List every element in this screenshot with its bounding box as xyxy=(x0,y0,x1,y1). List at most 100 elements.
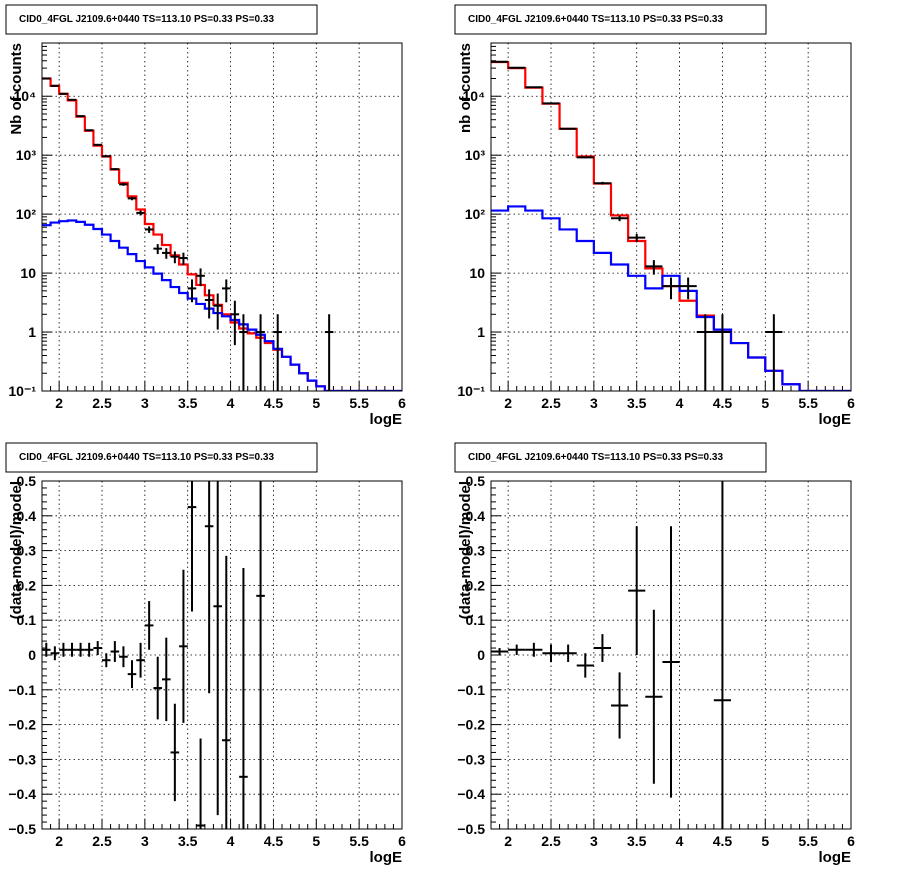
data-point xyxy=(491,648,508,655)
y-tick-label: 10³ xyxy=(16,147,37,163)
data-point xyxy=(171,251,180,263)
data-point xyxy=(68,100,77,101)
y-tick-label: 10⁻¹ xyxy=(8,383,36,399)
x-axis-title: logE xyxy=(819,849,852,866)
x-tick-label: 2 xyxy=(55,395,63,411)
y-tick-label: 10 xyxy=(469,265,485,281)
data-point xyxy=(205,481,214,693)
y-tick-label: −0.5 xyxy=(8,821,36,837)
data-point xyxy=(136,211,145,216)
data-point xyxy=(93,144,102,145)
data-point xyxy=(162,248,171,259)
data-point xyxy=(697,314,714,391)
y-tick-label: −0.4 xyxy=(457,786,485,802)
data-point xyxy=(51,646,60,660)
x-tick-label: 2.5 xyxy=(92,395,112,411)
data-point xyxy=(256,314,265,391)
data-point xyxy=(662,278,679,300)
chart-svg: CID0_4FGL J2109.6+0440 TS=113.10 PS=0.33… xyxy=(449,0,898,438)
chart-title: CID0_4FGL J2109.6+0440 TS=113.10 PS=0.33… xyxy=(19,452,274,463)
y-tick-label: 10² xyxy=(465,206,486,222)
data-point xyxy=(273,314,282,391)
data-point xyxy=(213,481,222,815)
data-point xyxy=(179,570,188,723)
data-point xyxy=(325,314,334,391)
chart-svg: CID0_4FGL J2109.6+0440 TS=113.10 PS=0.33… xyxy=(0,438,449,876)
residual-panel-fine: CID0_4FGL J2109.6+0440 TS=113.10 PS=0.33… xyxy=(0,438,449,876)
y-tick-label: −0.2 xyxy=(8,717,36,733)
plot-frame xyxy=(491,43,851,391)
chart-svg: CID0_4FGL J2109.6+0440 TS=113.10 PS=0.33… xyxy=(449,438,898,876)
data-point xyxy=(714,314,731,391)
data-point xyxy=(222,556,231,829)
x-tick-label: 6 xyxy=(398,833,406,849)
residual-panel-coarse: CID0_4FGL J2109.6+0440 TS=113.10 PS=0.33… xyxy=(449,438,898,876)
data-point xyxy=(136,643,145,678)
data-point xyxy=(85,130,94,131)
y-tick-label: −0.1 xyxy=(457,682,485,698)
x-tick-label: 4 xyxy=(676,395,684,411)
data-point xyxy=(76,116,85,117)
data-point xyxy=(128,660,137,688)
x-tick-label: 2.5 xyxy=(541,833,561,849)
model-total-line xyxy=(491,62,851,391)
model-total-line xyxy=(42,78,402,391)
data-point xyxy=(645,610,662,784)
data-point xyxy=(508,645,525,655)
x-tick-label: 6 xyxy=(847,395,855,411)
x-tick-label: 6 xyxy=(847,833,855,849)
data-point xyxy=(179,253,188,265)
x-tick-label: 3.5 xyxy=(627,395,647,411)
y-tick-label: −0.2 xyxy=(457,717,485,733)
x-tick-label: 5.5 xyxy=(798,395,818,411)
y-tick-label: −0.3 xyxy=(457,751,485,767)
data-point xyxy=(153,657,162,720)
x-tick-label: 4 xyxy=(227,395,235,411)
x-tick-label: 3.5 xyxy=(178,395,198,411)
x-tick-label: 3 xyxy=(590,833,598,849)
y-tick-label: −0.5 xyxy=(457,821,485,837)
x-tick-label: 4.5 xyxy=(713,833,733,849)
y-tick-label: 1 xyxy=(477,324,485,340)
x-tick-label: 5.5 xyxy=(349,395,369,411)
data-point xyxy=(560,645,577,662)
y-tick-label: 10³ xyxy=(465,147,486,163)
x-tick-label: 3 xyxy=(590,395,598,411)
x-axis-title: logE xyxy=(819,411,852,428)
data-point xyxy=(93,641,102,655)
data-point xyxy=(119,646,128,667)
x-tick-label: 3.5 xyxy=(627,833,647,849)
x-tick-label: 5.5 xyxy=(349,833,369,849)
y-axis-title: Nb of counts xyxy=(8,43,25,135)
data-point xyxy=(119,183,128,186)
x-tick-label: 5 xyxy=(312,395,320,411)
counts-panel-fine: CID0_4FGL J2109.6+0440 TS=113.10 PS=0.33… xyxy=(0,0,449,438)
data-point xyxy=(680,278,697,300)
x-tick-label: 2.5 xyxy=(92,833,112,849)
plot-area xyxy=(42,78,402,391)
data-point xyxy=(542,103,559,104)
x-tick-label: 4.5 xyxy=(264,833,284,849)
data-point xyxy=(102,155,111,157)
chart-title: CID0_4FGL J2109.6+0440 TS=113.10 PS=0.33… xyxy=(468,452,723,463)
data-point xyxy=(205,289,214,318)
x-tick-label: 6 xyxy=(398,395,406,411)
data-point xyxy=(145,601,154,650)
chart-svg: CID0_4FGL J2109.6+0440 TS=113.10 PS=0.33… xyxy=(0,0,449,438)
x-tick-label: 4 xyxy=(676,833,684,849)
data-point xyxy=(111,168,120,170)
x-axis-title: logE xyxy=(370,411,403,428)
y-tick-label: 0 xyxy=(28,647,36,663)
x-tick-label: 3 xyxy=(141,395,149,411)
y-tick-label: 1 xyxy=(28,324,36,340)
data-point xyxy=(213,294,222,330)
data-point xyxy=(188,481,197,612)
data-point xyxy=(171,704,180,801)
y-tick-label: −0.4 xyxy=(8,786,36,802)
data-point xyxy=(594,634,611,662)
data-point xyxy=(162,638,171,722)
y-axis-title: (data-model)/model xyxy=(457,481,474,619)
y-tick-label: 0 xyxy=(477,647,485,663)
data-point xyxy=(196,268,205,286)
x-tick-label: 4 xyxy=(227,833,235,849)
